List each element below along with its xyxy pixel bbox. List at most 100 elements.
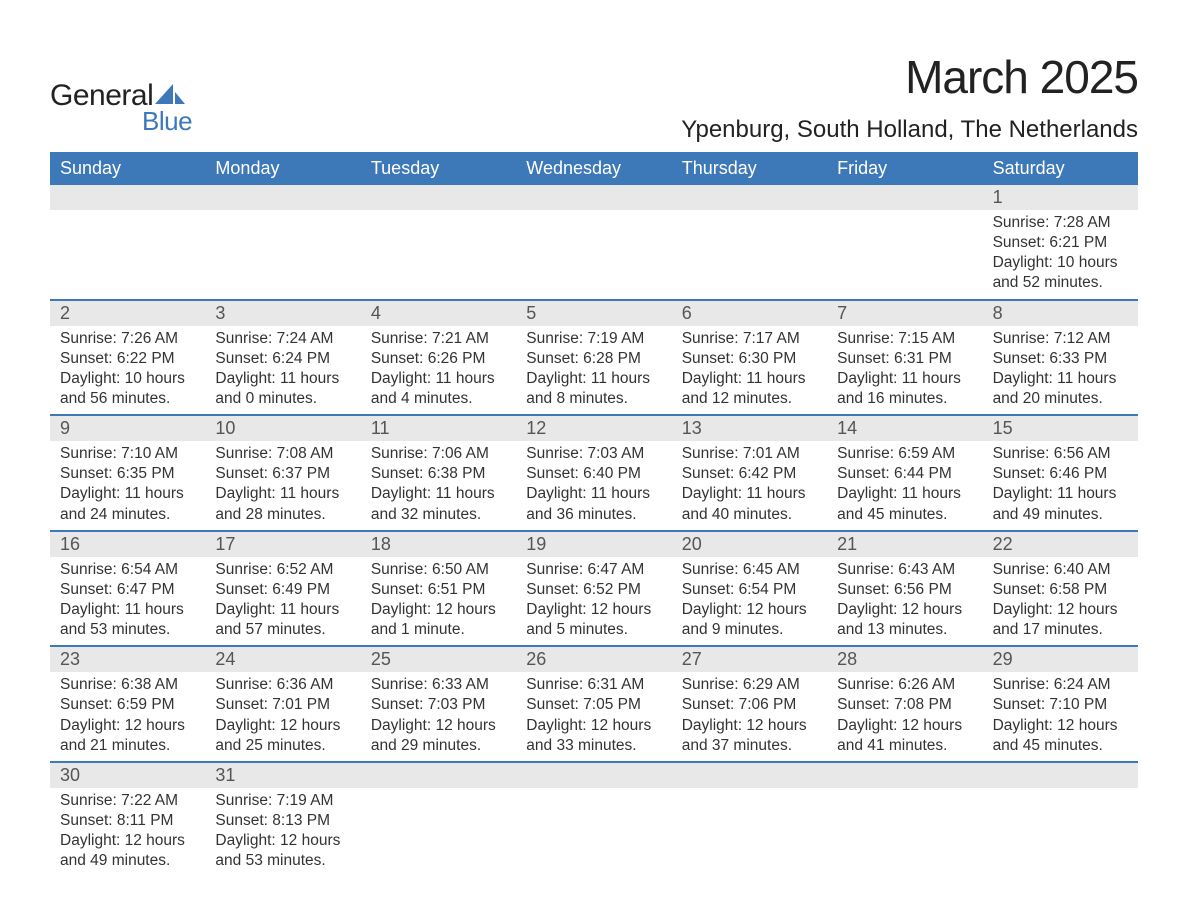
sunset-text: Sunset: 8:11 PM [60,811,195,831]
sunset-text: Sunset: 6:33 PM [993,349,1128,369]
sunset-text: Sunset: 6:37 PM [215,464,350,484]
daylight-text-1: Daylight: 11 hours [526,484,661,504]
daylight-text-1: Daylight: 10 hours [993,253,1128,273]
day-cell: Sunrise: 6:29 AMSunset: 7:06 PMDaylight:… [672,672,827,761]
day-number: 9 [50,416,205,441]
daylight-text-1: Daylight: 12 hours [526,600,661,620]
daylight-text-2: and 24 minutes. [60,505,195,525]
day-cell: Sunrise: 7:03 AMSunset: 6:40 PMDaylight:… [516,441,671,530]
sunrise-text: Sunrise: 6:56 AM [993,444,1128,464]
day-cell: Sunrise: 7:22 AMSunset: 8:11 PMDaylight:… [50,788,205,877]
sunrise-text: Sunrise: 7:03 AM [526,444,661,464]
day-cell: Sunrise: 6:36 AMSunset: 7:01 PMDaylight:… [205,672,360,761]
sunset-text: Sunset: 6:21 PM [993,233,1128,253]
sunrise-text: Sunrise: 7:24 AM [215,329,350,349]
daylight-text-2: and 16 minutes. [837,389,972,409]
day-cell: Sunrise: 6:31 AMSunset: 7:05 PMDaylight:… [516,672,671,761]
day-cell: Sunrise: 7:24 AMSunset: 6:24 PMDaylight:… [205,326,360,415]
day-cell: Sunrise: 7:26 AMSunset: 6:22 PMDaylight:… [50,326,205,415]
day-number: 16 [50,532,205,557]
day-cell: Sunrise: 6:26 AMSunset: 7:08 PMDaylight:… [827,672,982,761]
daylight-text-2: and 45 minutes. [837,505,972,525]
daylight-text-1: Daylight: 11 hours [371,369,506,389]
daylight-text-1: Daylight: 12 hours [371,600,506,620]
sunset-text: Sunset: 6:40 PM [526,464,661,484]
day-cell: Sunrise: 7:21 AMSunset: 6:26 PMDaylight:… [361,326,516,415]
sunset-text: Sunset: 6:49 PM [215,580,350,600]
day-cell: Sunrise: 6:59 AMSunset: 6:44 PMDaylight:… [827,441,982,530]
day-number: 1 [983,185,1138,210]
day-cell: Sunrise: 7:01 AMSunset: 6:42 PMDaylight:… [672,441,827,530]
sunrise-text: Sunrise: 6:59 AM [837,444,972,464]
daylight-text-2: and 40 minutes. [682,505,817,525]
day-cell: Sunrise: 6:45 AMSunset: 6:54 PMDaylight:… [672,557,827,646]
day-number [516,185,671,210]
sunrise-text: Sunrise: 7:08 AM [215,444,350,464]
daylight-text-2: and 53 minutes. [60,620,195,640]
daylight-text-2: and 21 minutes. [60,736,195,756]
daylight-text-1: Daylight: 11 hours [682,484,817,504]
daylight-text-1: Daylight: 12 hours [837,716,972,736]
day-cell [827,210,982,299]
month-title: March 2025 [681,50,1138,104]
sunset-text: Sunset: 7:08 PM [837,695,972,715]
day-number: 23 [50,647,205,672]
daylight-text-1: Daylight: 12 hours [60,716,195,736]
daylight-text-2: and 9 minutes. [682,620,817,640]
sunrise-text: Sunrise: 7:12 AM [993,329,1128,349]
daylight-text-1: Daylight: 11 hours [837,369,972,389]
day-number: 6 [672,301,827,326]
day-number [827,185,982,210]
sunrise-text: Sunrise: 6:47 AM [526,560,661,580]
week-row: 2345678Sunrise: 7:26 AMSunset: 6:22 PMDa… [50,301,1138,417]
day-cell: Sunrise: 6:54 AMSunset: 6:47 PMDaylight:… [50,557,205,646]
daylight-text-2: and 13 minutes. [837,620,972,640]
day-cell: Sunrise: 6:38 AMSunset: 6:59 PMDaylight:… [50,672,205,761]
daylight-text-2: and 36 minutes. [526,505,661,525]
day-number: 15 [983,416,1138,441]
sunset-text: Sunset: 6:30 PM [682,349,817,369]
daynum-band: 2345678 [50,301,1138,326]
weekday-header: Thursday [672,152,827,185]
calendar: Sunday Monday Tuesday Wednesday Thursday… [50,152,1138,876]
daynum-band: 23242526272829 [50,647,1138,672]
sunset-text: Sunset: 6:52 PM [526,580,661,600]
sunset-text: Sunset: 6:35 PM [60,464,195,484]
daylight-text-1: Daylight: 11 hours [60,484,195,504]
daylight-text-2: and 5 minutes. [526,620,661,640]
day-number: 27 [672,647,827,672]
sunrise-text: Sunrise: 7:26 AM [60,329,195,349]
day-number [983,763,1138,788]
day-cell: Sunrise: 6:24 AMSunset: 7:10 PMDaylight:… [983,672,1138,761]
daylight-text-2: and 20 minutes. [993,389,1128,409]
daylight-text-2: and 37 minutes. [682,736,817,756]
daylight-text-2: and 45 minutes. [993,736,1128,756]
sunrise-text: Sunrise: 6:29 AM [682,675,817,695]
daylight-text-1: Daylight: 11 hours [215,369,350,389]
day-cell: Sunrise: 6:40 AMSunset: 6:58 PMDaylight:… [983,557,1138,646]
daynum-band: 16171819202122 [50,532,1138,557]
day-number: 10 [205,416,360,441]
day-cell: Sunrise: 6:52 AMSunset: 6:49 PMDaylight:… [205,557,360,646]
logo: General Blue [50,78,192,137]
sunrise-text: Sunrise: 6:45 AM [682,560,817,580]
sunset-text: Sunset: 6:42 PM [682,464,817,484]
day-number: 2 [50,301,205,326]
daylight-text-1: Daylight: 11 hours [215,600,350,620]
daylight-text-1: Daylight: 11 hours [526,369,661,389]
sunrise-text: Sunrise: 6:40 AM [993,560,1128,580]
daynum-band: 3031 [50,763,1138,788]
day-number: 31 [205,763,360,788]
day-cell: Sunrise: 7:19 AMSunset: 6:28 PMDaylight:… [516,326,671,415]
day-cell: Sunrise: 7:19 AMSunset: 8:13 PMDaylight:… [205,788,360,877]
day-number [516,763,671,788]
day-number: 7 [827,301,982,326]
daylight-text-1: Daylight: 10 hours [60,369,195,389]
daylight-text-1: Daylight: 12 hours [215,716,350,736]
day-cell: Sunrise: 6:47 AMSunset: 6:52 PMDaylight:… [516,557,671,646]
day-cell: Sunrise: 7:28 AMSunset: 6:21 PMDaylight:… [983,210,1138,299]
sunset-text: Sunset: 6:54 PM [682,580,817,600]
day-number [672,763,827,788]
day-cell [827,788,982,877]
day-cell: Sunrise: 7:06 AMSunset: 6:38 PMDaylight:… [361,441,516,530]
